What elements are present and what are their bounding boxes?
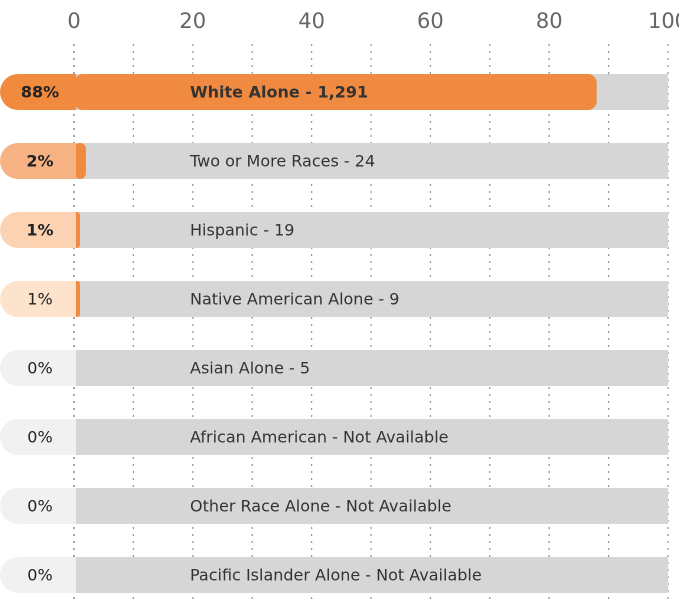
value-label-pill (0, 74, 76, 110)
grid (73, 44, 669, 601)
category-label: Two or More Races - 24 (189, 152, 375, 171)
category-label: Other Race Alone - Not Available (190, 497, 451, 516)
x-tick-label: 60 (417, 9, 444, 33)
value-label-pill (0, 419, 76, 455)
value-label: 1% (26, 221, 53, 240)
bar-track (74, 488, 668, 524)
bar (74, 143, 86, 179)
value-label-pill (0, 557, 76, 593)
value-label: 2% (26, 152, 53, 171)
value-label-pill (0, 143, 76, 179)
bar-track (74, 350, 668, 386)
category-label: Pacific Islander Alone - Not Available (190, 566, 482, 585)
value-label: 0% (27, 428, 52, 447)
x-tick-label: 80 (536, 9, 563, 33)
value-label-pill (0, 212, 76, 248)
bar (74, 74, 597, 110)
bar-track (74, 419, 668, 455)
x-tick-label: 40 (298, 9, 325, 33)
bar-track (74, 281, 668, 317)
value-label: 1% (27, 290, 52, 309)
value-label: 0% (27, 359, 52, 378)
value-label-pill (0, 281, 76, 317)
category-label: Asian Alone - 5 (190, 359, 310, 378)
value-label: 88% (21, 83, 59, 102)
x-tick-label: 20 (179, 9, 206, 33)
value-label: 0% (27, 497, 52, 516)
x-tick-label: 0 (67, 9, 80, 33)
x-tick-label: 100 (648, 9, 679, 33)
value-label: 0% (27, 566, 52, 585)
category-label: Native American Alone - 9 (190, 290, 399, 309)
value-label-pill (0, 350, 76, 386)
category-label: African American - Not Available (190, 428, 448, 447)
value-label-pill (0, 488, 76, 524)
category-label: White Alone - 1,291 (190, 83, 368, 102)
bar-track (74, 212, 668, 248)
bar-track (74, 143, 668, 179)
bar-track (74, 557, 668, 593)
category-label: Hispanic - 19 (190, 221, 294, 240)
